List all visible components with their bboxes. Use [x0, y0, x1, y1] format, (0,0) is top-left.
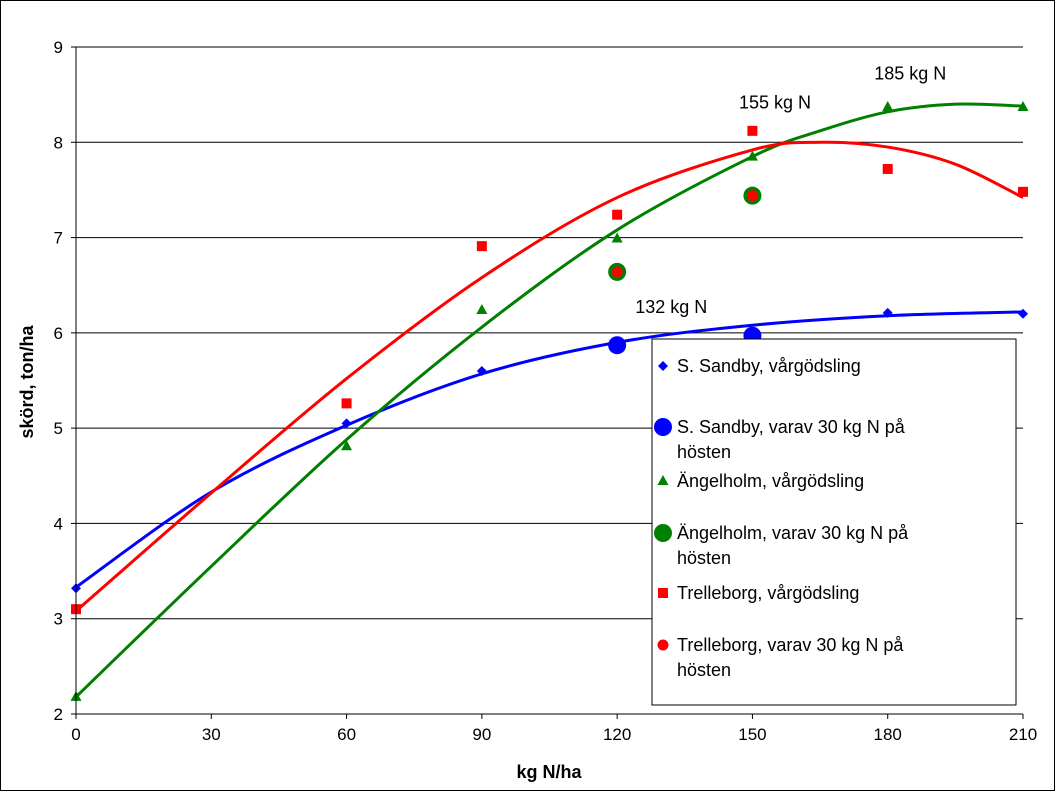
legend-label: S. Sandby, varav 30 kg N på hösten [677, 417, 906, 462]
legend-entry: S. Sandby, vårgödsling [658, 356, 861, 376]
data-point [341, 440, 353, 451]
legend-entry: Ängelholm, varav 30 kg N på hösten [654, 523, 909, 568]
data-point [746, 190, 758, 202]
y-tick-label: 4 [54, 514, 63, 533]
x-tick-label: 180 [874, 725, 902, 744]
y-tick-label: 9 [54, 38, 63, 57]
legend-entry: S. Sandby, varav 30 kg N på hösten [654, 417, 906, 462]
y-axis-title: skörd, ton/ha [17, 325, 37, 439]
y-tick-label: 2 [54, 705, 63, 724]
y-tick-label: 5 [54, 419, 63, 438]
y-tick-labels: 2 3 4 5 6 7 8 9 [54, 38, 76, 724]
data-point [747, 125, 758, 136]
annotation-label: 132 kg N [635, 297, 707, 317]
data-point [1017, 101, 1029, 112]
data-point [746, 150, 758, 161]
x-tick-label: 30 [202, 725, 221, 744]
legend-label: Trelleborg, varav 30 kg N på hösten [677, 635, 904, 680]
annotations: 132 kg N 155 kg N 185 kg N [635, 64, 946, 317]
x-tick-labels: 0 30 60 90 120 150 180 210 [71, 714, 1037, 744]
y-tick-label: 7 [54, 229, 63, 248]
x-tick-label: 90 [472, 725, 491, 744]
legend-marker [654, 418, 672, 436]
legend-label: S. Sandby, vårgödsling [677, 356, 861, 376]
data-point [611, 266, 623, 278]
data-point [476, 241, 487, 252]
trendline [75, 140, 1024, 613]
legend-marker [658, 588, 668, 598]
legend-box [651, 338, 1017, 706]
legend-label: Ängelholm, varav 30 kg N på hösten [677, 523, 909, 568]
legend-marker [657, 639, 669, 651]
legend-marker [658, 361, 668, 371]
x-tick-label: 60 [337, 725, 356, 744]
x-axis-title: kg N/ha [516, 762, 582, 782]
data-point [611, 232, 623, 243]
data-point [612, 209, 623, 220]
legend-label: Trelleborg, vårgödsling [677, 583, 859, 603]
legend-marker [657, 475, 669, 485]
data-point [1018, 308, 1028, 319]
data-point [882, 163, 893, 174]
x-tick-label: 150 [738, 725, 766, 744]
y-tick-label: 3 [54, 610, 63, 629]
data-point [476, 303, 488, 314]
x-tick-label: 120 [603, 725, 631, 744]
data-point [476, 365, 487, 376]
annotation-label: 185 kg N [874, 64, 946, 84]
data-point [341, 398, 352, 409]
data-point [882, 101, 894, 112]
legend-entry: Trelleborg, vårgödsling [658, 583, 859, 603]
y-tick-label: 6 [54, 324, 63, 343]
data-point [341, 418, 352, 429]
x-tick-label: 210 [1009, 725, 1037, 744]
legend-label: Ängelholm, vårgödsling [677, 471, 864, 491]
data-point [1018, 186, 1028, 197]
data-point [882, 307, 893, 318]
x-tick-label: 0 [71, 725, 80, 744]
legend-entry: Ängelholm, vårgödsling [657, 471, 864, 491]
y-tick-label: 8 [54, 133, 63, 152]
legend: S. Sandby, vårgödsling S. Sandby, varav 3… [651, 338, 1017, 706]
annotation-label: 155 kg N [739, 92, 811, 112]
legend-entry: Trelleborg, varav 30 kg N på hösten [657, 635, 904, 680]
data-point [608, 336, 627, 355]
legend-marker [654, 524, 672, 542]
